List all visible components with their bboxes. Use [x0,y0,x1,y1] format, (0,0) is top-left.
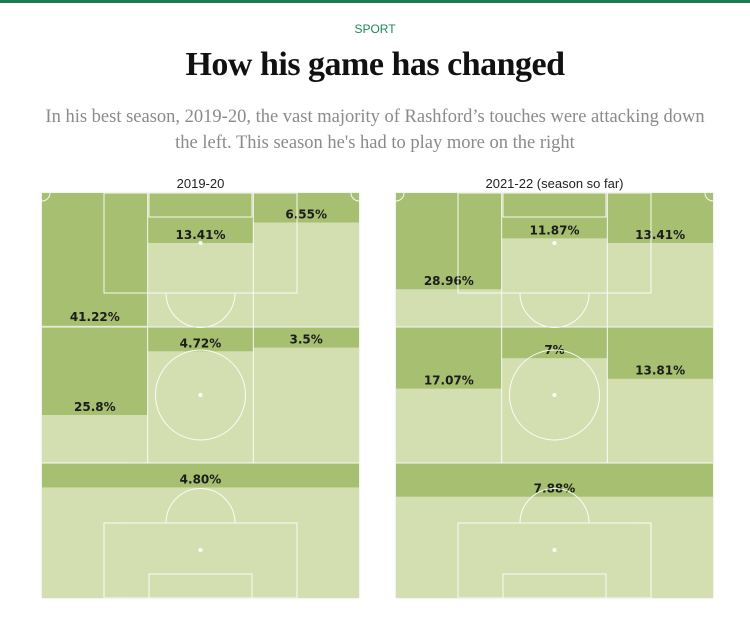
zone-fill-attacking-right [607,193,713,243]
pitch-2021-22: 28.96% 11.87% 13.41% 17.07% 7% 13.81% 7.88% [396,193,713,598]
zone-label-middle-left: 25.8% [74,400,116,414]
top-rule [0,0,750,3]
pitch-markings [42,193,359,598]
zone-fill-attacking-centre [147,193,254,243]
zone-label-attacking-centre: 11.87% [530,223,580,237]
pitch-heatmap-2021-22: 28.96%11.87% 13.41%17.07%7%13.81%7.88% [396,193,713,598]
pitch-2019-20: 41.22% 13.41% 6.55% 25.8% 4.72% 3.5% 4.80% [42,193,359,598]
zone-fill-middle-centre [501,327,608,359]
zone-fill-attacking-right [253,193,359,223]
section-label[interactable]: SPORT [354,22,396,36]
zone-label-attacking-centre: 13.41% [176,228,226,242]
zone-fill-attacking-left [396,193,502,290]
zone-fill-middle-left [42,327,148,415]
zone-label-defensive: 4.80% [180,472,222,486]
zone-label-attacking-left: 28.96% [424,274,474,288]
standfirst: In his best season, 2019-20, the vast ma… [45,107,705,153]
zone-fill-defensive [42,463,359,488]
zone-label-attacking-right: 13.41% [635,228,685,242]
zone-fill-attacking-left [42,193,148,326]
zone-fills [42,193,359,488]
zone-label-middle-centre: 4.72% [180,336,222,350]
headline: How his game has changed [185,46,565,83]
pitch-heatmap-2019-20: 41.22% 13.41% 6.55% 25.8% 4.72% 3.5% 4.80% [42,193,359,598]
pitch-spots [552,241,557,552]
zone-fill-middle-right [607,327,713,379]
zone-fill-attacking-centre [501,193,608,239]
zone-fill-middle-centre [147,327,254,352]
zone-fill-middle-right [253,327,359,348]
pitch-markings [396,193,713,598]
zone-label-middle-left: 17.07% [424,374,474,388]
zone-label-attacking-right: 6.55% [285,208,327,222]
zone-fill-defensive [396,463,713,497]
zone-fill-middle-left [396,327,502,389]
zone-label-attacking-left: 41.22% [70,310,120,324]
pitch-title-2021-22: 2021-22 (season so far) [485,176,624,191]
zone-fills [396,193,713,497]
zone-label-middle-right: 3.5% [290,333,323,347]
pitch-title-2019-20: 2019-20 [176,176,225,191]
zone-labels: 41.22% 13.41% 6.55% 25.8% 4.72% 3.5% 4.80% [70,208,327,487]
zone-label-middle-right: 13.81% [635,364,685,378]
pitch-spots [198,241,203,552]
